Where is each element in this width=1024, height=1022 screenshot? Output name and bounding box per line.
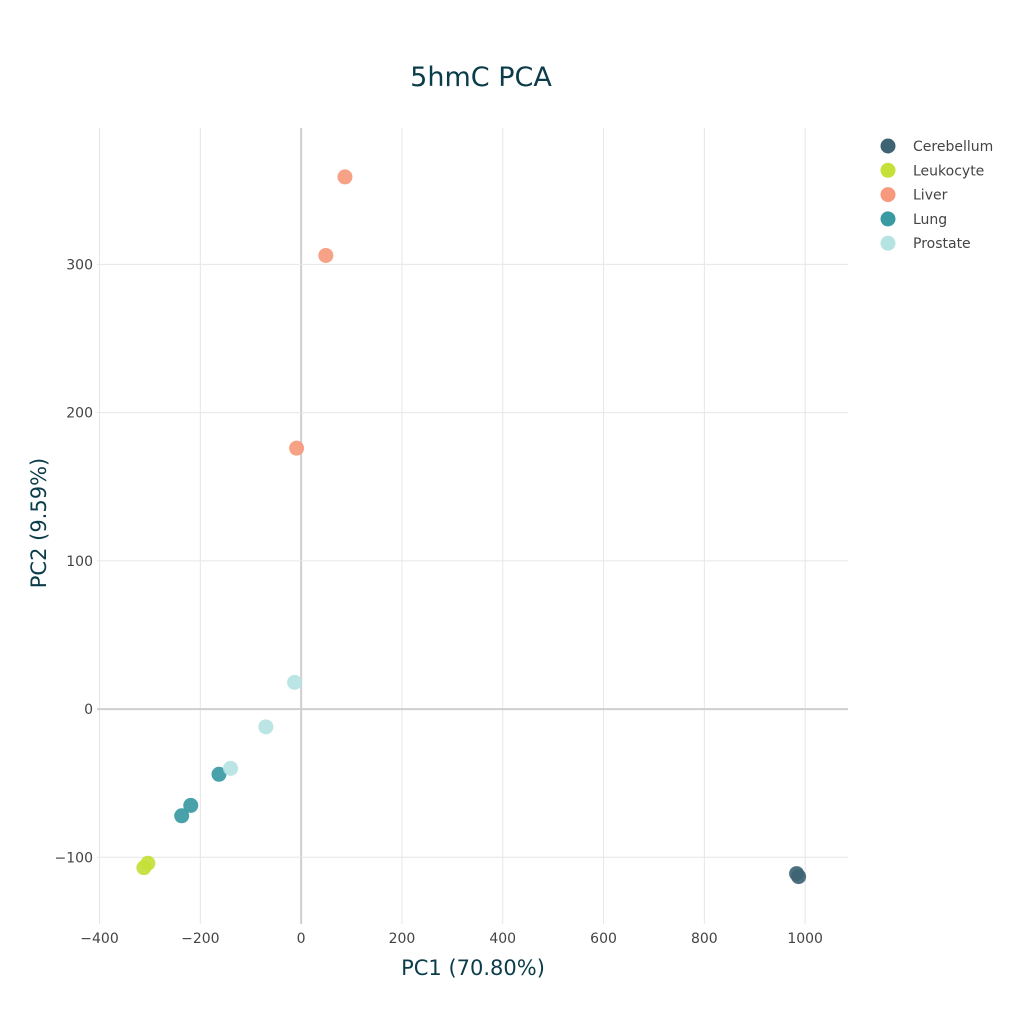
legend-marker-liver xyxy=(880,187,896,203)
point-lung xyxy=(174,808,190,824)
x-tick-label: 200 xyxy=(389,931,416,947)
point-liver xyxy=(318,247,334,263)
legend-label: Prostate xyxy=(913,236,971,252)
point-lung xyxy=(211,766,227,782)
x-tick-label: −400 xyxy=(80,931,118,947)
point-prostate xyxy=(223,760,239,776)
y-tick-label: 100 xyxy=(66,554,93,570)
x-tick-label: 400 xyxy=(489,931,516,947)
y-tick-label: 200 xyxy=(66,406,93,422)
legend-marker-cerebellum xyxy=(880,138,896,154)
x-tick-label: 1000 xyxy=(787,931,823,947)
x-tick-label: −200 xyxy=(181,931,219,947)
tick-labels: −400 −200 0 200 400 600 800 1000 −100 0 100 200 300 xyxy=(55,257,823,947)
point-liver xyxy=(289,440,305,456)
data-points xyxy=(136,169,807,885)
x-tick-label: 800 xyxy=(691,931,718,947)
grid xyxy=(97,128,848,924)
chart-title: 5hmC PCA xyxy=(410,62,552,93)
point-prostate xyxy=(287,674,303,690)
y-tick-label: 300 xyxy=(66,257,93,273)
y-tick-label: 0 xyxy=(84,702,93,718)
legend-marker-lung xyxy=(880,211,896,227)
point-cerebellum xyxy=(791,869,807,885)
legend-label: Lung xyxy=(913,212,947,228)
y-tick-label: −100 xyxy=(55,850,93,866)
point-prostate xyxy=(258,719,274,735)
legend-label: Leukocyte xyxy=(913,163,984,179)
x-tick-label: 600 xyxy=(590,931,617,947)
x-tick-label: 0 xyxy=(297,931,306,947)
point-liver xyxy=(337,169,353,185)
point-leukocyte xyxy=(136,860,152,876)
legend: Cerebellum Leukocyte Liver Lung Prostate xyxy=(880,138,993,252)
legend-marker-prostate xyxy=(880,235,896,251)
legend-label: Cerebellum xyxy=(913,139,993,155)
point-lung xyxy=(183,797,199,813)
legend-label: Liver xyxy=(913,188,948,204)
x-axis-title: PC1 (70.80%) xyxy=(401,956,545,980)
y-axis-title: PC2 (9.59%) xyxy=(27,458,51,588)
legend-marker-leukocyte xyxy=(880,162,896,178)
